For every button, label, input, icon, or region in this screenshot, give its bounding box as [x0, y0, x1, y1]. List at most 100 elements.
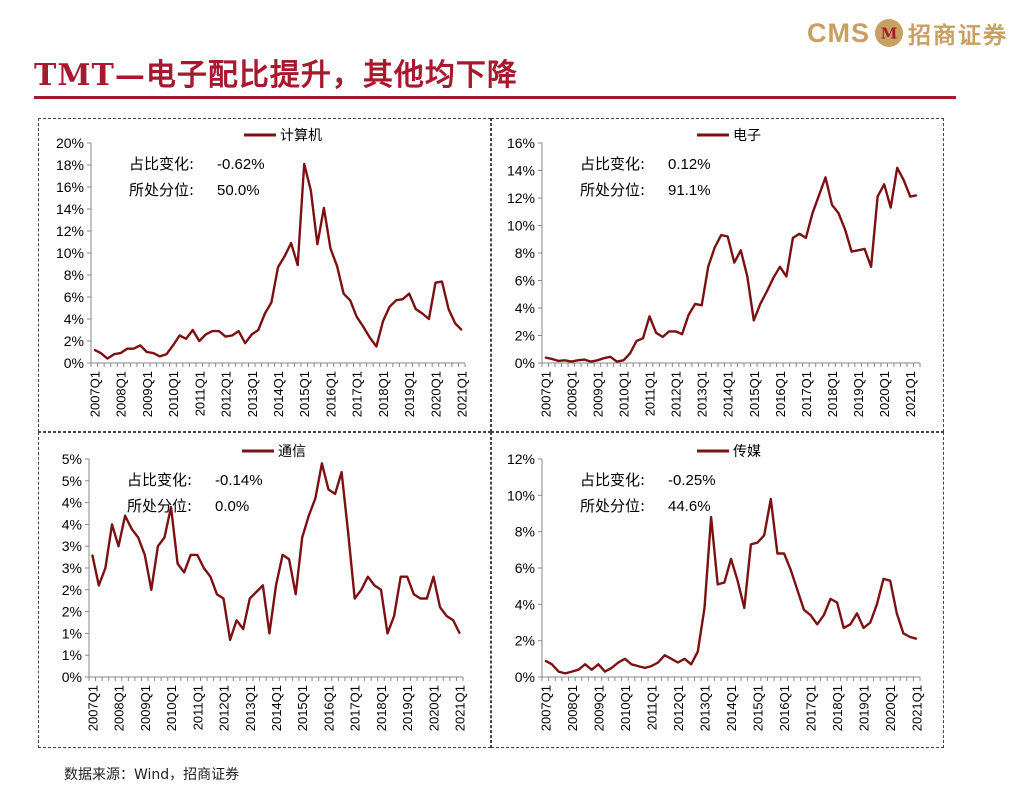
media-data-point	[684, 658, 686, 660]
telecom-data-point	[91, 554, 93, 556]
computer-data-point	[224, 336, 227, 338]
electronics-y-tick-label: 16%	[507, 135, 535, 151]
media-data-point	[577, 669, 580, 671]
electronics-data-point	[622, 359, 625, 361]
media-y-tick-label: 2%	[515, 633, 535, 649]
telecom-data-point	[314, 497, 316, 499]
computer-data-point	[375, 345, 377, 348]
computer-data-point	[218, 330, 220, 332]
computer-data-point	[257, 329, 259, 331]
electronics-x-tick-label: 2008Q1	[564, 371, 579, 417]
electronics-data-point	[798, 233, 800, 235]
computer-data-point	[133, 348, 135, 350]
media-annotation-label: 占比变化:	[580, 471, 645, 489]
telecom-data-point	[380, 589, 382, 591]
telecom-data-point	[393, 615, 395, 617]
computer-data-point	[113, 353, 115, 355]
telecom-data-point	[321, 462, 323, 464]
computer-data-point	[264, 312, 266, 315]
electronics-data-point	[616, 361, 618, 363]
telecom-data-point	[386, 632, 389, 634]
telecom-data-point	[282, 554, 284, 556]
media-data-point	[670, 658, 672, 660]
media-data-point	[637, 665, 639, 667]
telecom-data-point	[196, 554, 198, 556]
telecom-data-point	[406, 576, 408, 578]
electronics-x-tick-label: 2019Q1	[851, 371, 866, 417]
computer-x-tick-label: 2011Q1	[192, 371, 207, 416]
electronics-data-point	[675, 330, 677, 332]
electronics-data-point	[648, 315, 651, 317]
electronics-y-tick-label: 8%	[515, 245, 535, 261]
chart-panel-computer: 0% 2% 4% 6% 8% 10% 12% 14% 16% 18% 20% 2007Q1 2008Q1…	[38, 118, 491, 432]
electronics-data-point	[655, 332, 657, 334]
telecom-y-tick-label: 4%	[62, 495, 82, 511]
logo-chinese-text: 招商证券	[908, 22, 1008, 49]
media-y-tick-label: 0%	[515, 669, 535, 685]
telecom-data-point	[229, 639, 231, 641]
telecom-data-point	[341, 471, 343, 473]
computer-data-point	[238, 330, 240, 332]
computer-annotation-label: 占比变化:	[129, 155, 194, 173]
computer-data-point	[408, 293, 410, 295]
electronics-y-tick-label: 12%	[507, 190, 535, 206]
telecom-y-tick-label: 5%	[62, 451, 82, 467]
electronics-data-point	[642, 337, 644, 339]
media-series-line	[544, 497, 918, 675]
data-source-note: 数据来源：Wind，招商证券	[64, 767, 240, 783]
computer-data-point	[441, 281, 443, 283]
computer-data-point	[349, 299, 351, 301]
computer-y-tick-label: 0%	[64, 355, 84, 371]
media-x-tick-label: 2019Q1	[857, 685, 872, 731]
telecom-data-point	[203, 567, 205, 569]
telecom-data-point	[255, 591, 257, 593]
media-data-point	[856, 612, 858, 614]
electronics-data-point	[720, 234, 722, 236]
media-data-point	[650, 665, 652, 667]
telecom-data-point	[275, 584, 277, 586]
computer-data-point	[231, 334, 233, 337]
media-data-point	[624, 658, 626, 660]
computer-data-point	[323, 207, 325, 209]
telecom-data-point	[452, 619, 454, 621]
computer-x-tick-label: 2015Q1	[297, 371, 312, 417]
media-x-tick-label: 2013Q1	[697, 685, 712, 731]
chart-panel-electronics: 0% 2% 4% 6% 8% 10% 12% 14% 16% 2007Q1 2008Q1 2009Q1…	[491, 118, 944, 432]
logo-emblem-letter: M	[881, 25, 898, 43]
computer-data-point	[106, 358, 108, 360]
electronics-y-tick-label: 2%	[515, 328, 535, 344]
telecom-x-tick-label: 2015Q1	[295, 685, 310, 731]
computer-data-point	[362, 326, 364, 328]
computer-data-point	[310, 189, 312, 191]
media-data-point	[690, 663, 692, 665]
telecom-x-tick-label: 2016Q1	[321, 685, 336, 731]
computer-data-point	[461, 329, 463, 331]
telecom-y-tick-label: 3%	[62, 560, 82, 576]
telecom-data-point	[301, 536, 303, 539]
computer-x-tick-label: 2009Q1	[140, 371, 155, 417]
computer-data-point	[290, 242, 292, 244]
telecom-data-point	[131, 528, 133, 530]
chart-telecom: 0% 1% 1% 2% 2% 3% 3% 4% 4% 5% 5% 2007Q1 2008Q1 2009Q1…	[62, 444, 468, 731]
media-data-point	[816, 623, 818, 625]
electronics-x-tick-label: 2012Q1	[669, 371, 684, 417]
electronics-x-tick-label: 2015Q1	[747, 371, 762, 417]
computer-x-tick-label: 2018Q1	[376, 371, 391, 417]
computer-data-point	[388, 306, 391, 308]
media-data-point	[630, 663, 633, 665]
telecom-data-point	[163, 536, 166, 539]
telecom-x-tick-label: 2008Q1	[112, 685, 127, 731]
media-data-point	[604, 671, 606, 673]
computer-data-point	[421, 312, 423, 315]
media-data-point	[710, 516, 712, 518]
media-data-point	[896, 612, 898, 614]
media-y-tick-label: 12%	[507, 451, 535, 467]
computer-data-point	[192, 329, 194, 331]
electronics-data-point	[864, 248, 866, 250]
electronics-y-tick-label: 0%	[515, 355, 535, 371]
media-data-point	[564, 672, 566, 674]
computer-data-point	[284, 255, 286, 257]
media-x-tick-label: 2007Q1	[538, 685, 553, 731]
telecom-legend-label: 通信	[278, 444, 306, 460]
electronics-x-tick-label: 2011Q1	[643, 371, 658, 416]
